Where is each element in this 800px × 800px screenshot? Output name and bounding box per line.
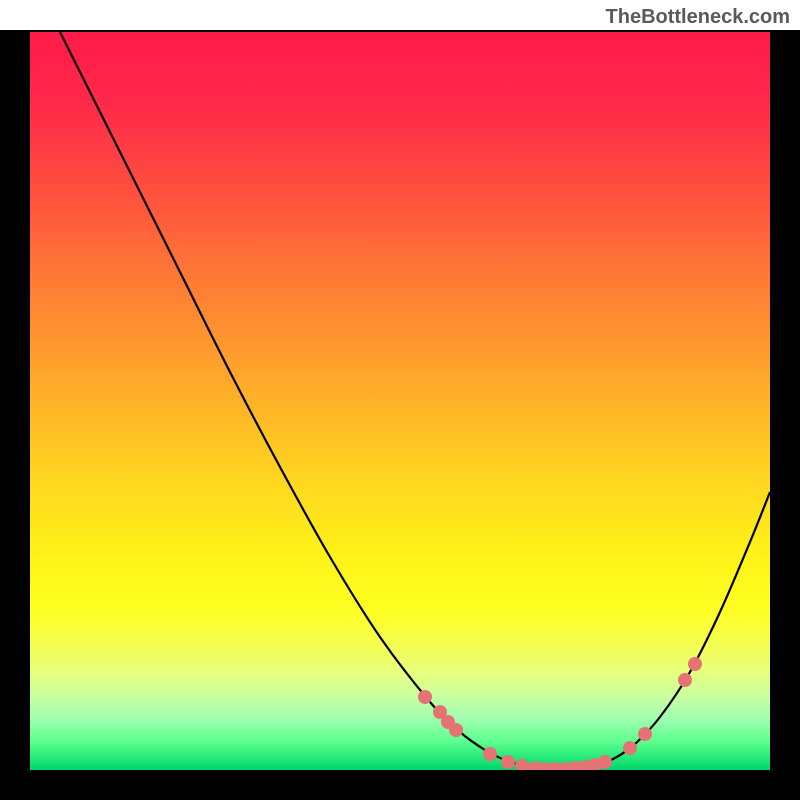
bottleneck-curve — [60, 32, 770, 769]
chart-border-bottom — [0, 770, 800, 800]
curve-marker — [501, 755, 515, 769]
curve-marker — [598, 755, 612, 769]
curve-marker — [688, 657, 702, 671]
curve-layer — [30, 32, 770, 770]
curve-markers — [418, 657, 702, 770]
chart-container: { "watermark": { "text": "TheBottleneck.… — [0, 0, 800, 800]
curve-marker — [638, 727, 652, 741]
chart-border-right — [770, 30, 800, 800]
watermark-text: TheBottleneck.com — [606, 6, 790, 29]
curve-marker — [678, 673, 692, 687]
chart-border-left — [0, 30, 30, 800]
curve-marker — [449, 723, 463, 737]
curve-marker — [623, 741, 637, 755]
curve-marker — [483, 747, 497, 761]
curve-marker — [418, 690, 432, 704]
chart-border-top — [0, 30, 800, 32]
curve-marker — [515, 759, 529, 770]
